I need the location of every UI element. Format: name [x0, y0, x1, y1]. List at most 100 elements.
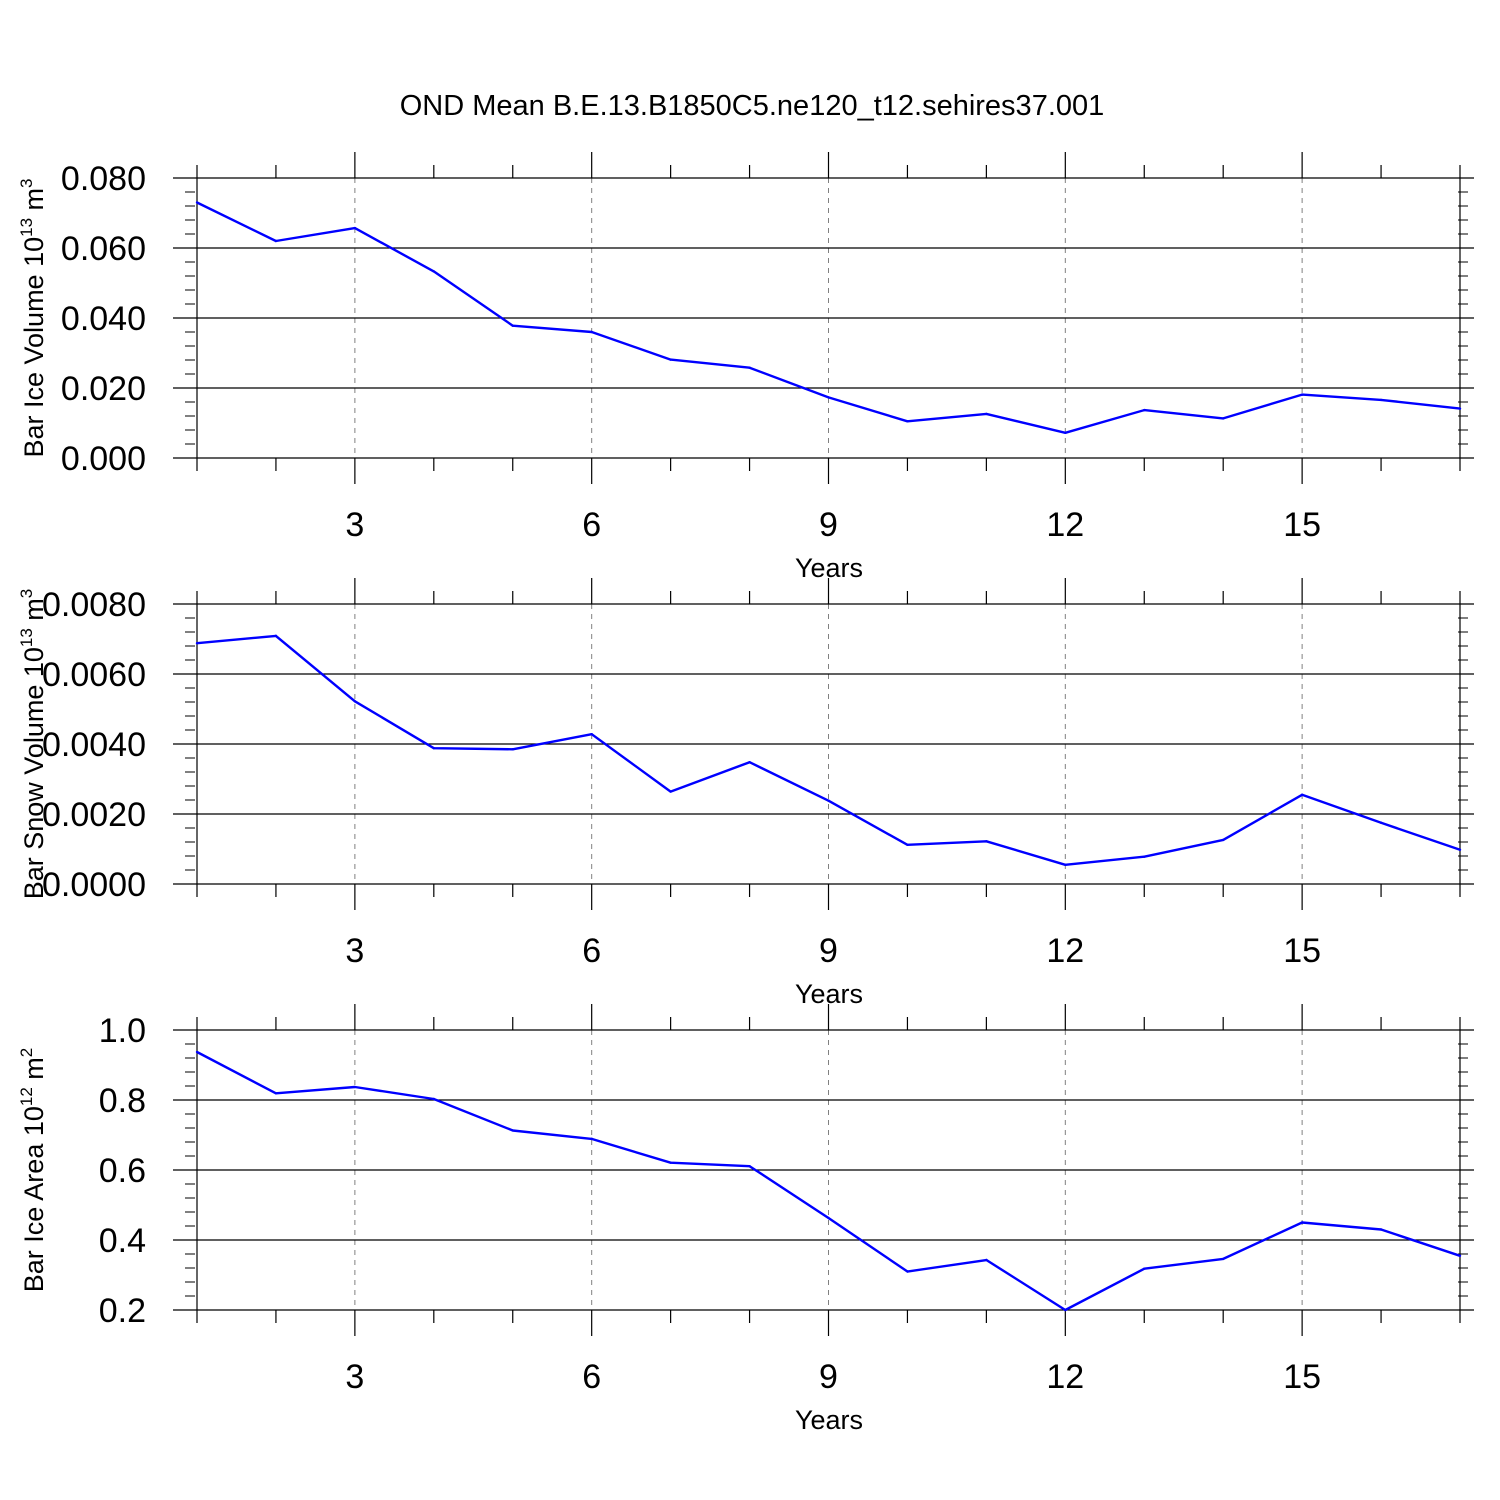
- data-point: [1379, 1228, 1383, 1231]
- data-point: [590, 733, 593, 736]
- data-point: [669, 790, 672, 793]
- x-tick-label: 6: [582, 506, 601, 544]
- y-axis-title-text: Bar Ice Volume 10: [19, 237, 49, 458]
- data-point: [432, 747, 436, 750]
- data-point: [669, 1161, 672, 1164]
- y-tick-label: 0.0000: [42, 866, 146, 904]
- x-tick-label: 9: [819, 506, 838, 544]
- y-axis-title-unit-exponent: 2: [17, 1048, 36, 1057]
- x-tick-label: 3: [345, 1358, 364, 1396]
- y-tick-label: 0.0040: [42, 726, 146, 764]
- x-tick-label: 12: [1046, 506, 1084, 544]
- y-axis-title-exponent: 13: [17, 628, 36, 647]
- data-point: [1458, 1254, 1462, 1257]
- data-point: [985, 1258, 988, 1262]
- data-point: [353, 226, 357, 230]
- y-axis-title-unit: m: [19, 188, 49, 218]
- data-point: [195, 642, 199, 645]
- data-point: [274, 634, 278, 638]
- x-tick-label: 6: [582, 932, 601, 970]
- x-tick-label: 6: [582, 1358, 601, 1396]
- y-tick-label: 0.0020: [42, 796, 146, 834]
- data-point: [748, 1164, 751, 1168]
- y-tick-label: 1.0: [99, 1012, 146, 1050]
- y-tick-label: 0.060: [61, 230, 146, 268]
- y-axis-title: Bar Snow Volume 1013 m3: [17, 589, 49, 900]
- y-axis-title-unit: m: [19, 1057, 49, 1087]
- data-point: [748, 761, 751, 764]
- data-point: [748, 366, 751, 369]
- data-point: [906, 1270, 909, 1273]
- data-point: [669, 358, 672, 361]
- data-point: [432, 1097, 436, 1101]
- y-axis-title: Bar Ice Area 1012 m2: [17, 1048, 49, 1293]
- y-tick-label: 0.020: [61, 370, 146, 408]
- y-tick-label: 0.0060: [42, 656, 146, 694]
- series-line: [196, 634, 1461, 866]
- data-point: [1379, 821, 1383, 824]
- y-axis-title-exponent: 12: [17, 1087, 36, 1106]
- chart-panels: 0.000 0.020 0.040 0.060 0.080 3 6 9 12 15 Years Bar…: [17, 152, 1474, 1435]
- data-point: [1221, 417, 1225, 420]
- y-tick-label: 0.080: [61, 160, 146, 198]
- data-point: [1221, 1257, 1225, 1261]
- data-point: [1458, 848, 1462, 851]
- data-point: [985, 412, 988, 416]
- data-point: [432, 270, 436, 273]
- data-point: [511, 1129, 514, 1132]
- data-point: [906, 843, 909, 846]
- y-axis-title: Bar Ice Volume 1013 m3: [17, 178, 49, 457]
- data-point: [985, 840, 988, 843]
- data-point: [1143, 1267, 1146, 1270]
- data-point: [1221, 838, 1225, 842]
- x-tick-label: 3: [345, 932, 364, 970]
- y-tick-label: 0.040: [61, 300, 146, 338]
- data-point: [1064, 863, 1067, 866]
- data-point: [590, 1137, 593, 1141]
- x-tick-label: 12: [1046, 1358, 1084, 1396]
- data-point: [511, 748, 514, 751]
- data-point: [1064, 431, 1067, 434]
- data-point: [906, 420, 909, 423]
- y-tick-label: 0.0080: [42, 586, 146, 624]
- x-tick-label: 9: [819, 932, 838, 970]
- x-tick-label: 15: [1283, 506, 1321, 544]
- data-point: [1458, 407, 1462, 410]
- data-point: [590, 330, 593, 334]
- chart-panel-3: 0.2 0.4 0.6 0.8 1.0 3 6 9 12 15 Years Bar Ice Area …: [17, 1004, 1474, 1435]
- data-point: [353, 1085, 357, 1089]
- data-point: [195, 1050, 199, 1054]
- data-point: [1300, 793, 1304, 796]
- chart-title: OND Mean B.E.13.B1850C5.ne120_t12.sehire…: [400, 90, 1105, 122]
- y-axis-title-text: Bar Ice Area 10: [19, 1106, 49, 1292]
- x-tick-label: 9: [819, 1358, 838, 1396]
- data-point: [195, 201, 199, 204]
- data-point: [511, 324, 514, 327]
- data-point: [274, 239, 278, 243]
- y-axis-title-unit-exponent: 3: [17, 589, 36, 598]
- data-point: [1300, 1221, 1304, 1224]
- y-tick-label: 0.2: [99, 1292, 146, 1330]
- y-axis-title-exponent: 13: [17, 218, 36, 237]
- x-tick-label: 15: [1283, 932, 1321, 970]
- data-point: [1379, 398, 1383, 402]
- data-point: [827, 396, 830, 399]
- y-axis-title-unit-exponent: 3: [17, 178, 36, 187]
- y-tick-label: 0.6: [99, 1152, 146, 1190]
- y-axis-title-text: Bar Snow Volume 10: [19, 647, 49, 899]
- x-tick-label: 3: [345, 506, 364, 544]
- y-axis-title-unit: m: [19, 598, 49, 628]
- data-point: [827, 799, 830, 802]
- x-axis-title: Years: [795, 1405, 863, 1435]
- y-tick-label: 0.8: [99, 1082, 146, 1120]
- data-point: [1143, 408, 1146, 412]
- data-point: [827, 1216, 830, 1220]
- x-tick-label: 12: [1046, 932, 1084, 970]
- data-point: [274, 1092, 278, 1095]
- data-point: [1143, 855, 1146, 858]
- y-tick-label: 0.000: [61, 440, 146, 478]
- y-tick-label: 0.4: [99, 1222, 146, 1260]
